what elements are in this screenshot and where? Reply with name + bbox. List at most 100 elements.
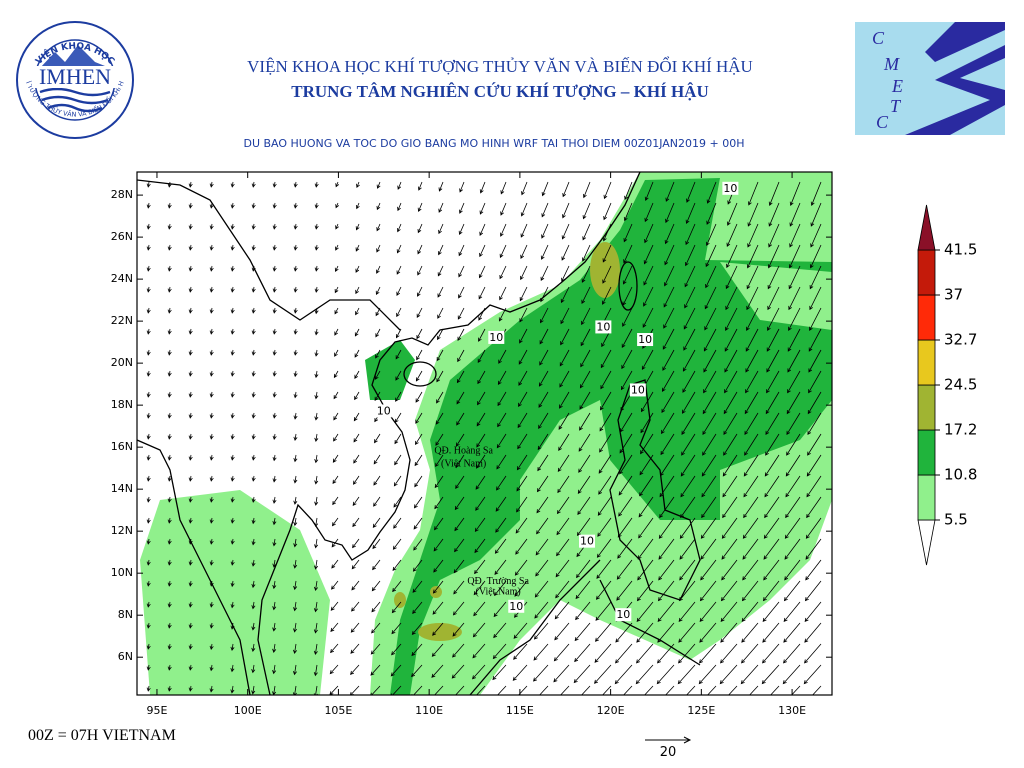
wind-arrow xyxy=(726,244,738,269)
wind-arrow xyxy=(251,307,256,314)
wind-arrow xyxy=(209,601,214,608)
place-label: QĐ. Trường Sa xyxy=(467,576,529,587)
wind-arrow xyxy=(413,496,423,509)
wind-arrow xyxy=(355,265,360,273)
wind-arrow xyxy=(353,454,360,464)
wind-arrow xyxy=(614,664,633,685)
wind-arrow xyxy=(812,685,822,695)
wind-arrow xyxy=(661,412,675,435)
wind-arrow xyxy=(272,496,277,504)
wind-arrow xyxy=(557,454,570,473)
wind-arrow xyxy=(768,202,780,227)
wind-arrow xyxy=(376,244,381,253)
logo-name: IMHEN xyxy=(39,64,111,89)
wind-arrow xyxy=(479,202,486,215)
wind-arrow xyxy=(314,559,319,570)
wind-arrow xyxy=(272,475,277,483)
wind-arrow xyxy=(230,391,235,398)
wind-arrow xyxy=(741,601,759,622)
wind-arrow xyxy=(350,664,360,675)
wind-arrow xyxy=(251,181,256,188)
wind-arrow xyxy=(395,370,402,381)
wind-arrow xyxy=(167,286,172,293)
wind-arrow xyxy=(725,307,738,331)
wind-arrow xyxy=(230,349,235,356)
wind-arrow xyxy=(637,538,654,560)
contour-label-bg xyxy=(615,608,632,622)
wind-arrow xyxy=(497,685,507,695)
lat-tick-label: 26N xyxy=(111,230,133,243)
coastline xyxy=(469,559,701,695)
wind-arrow xyxy=(452,601,465,616)
wind-arrow xyxy=(685,223,696,246)
wind-arrow xyxy=(313,622,318,634)
wind-arrow xyxy=(516,454,528,471)
wind-arrow xyxy=(644,202,654,223)
wind-arrow xyxy=(599,433,612,453)
wind-arrow xyxy=(334,328,339,336)
wind-arrow xyxy=(747,202,759,227)
wind-arrow xyxy=(644,181,654,201)
wind-arrow xyxy=(411,664,423,678)
wind-arrow xyxy=(272,517,277,526)
wind-arrow xyxy=(555,559,570,578)
wind-arrow xyxy=(146,496,151,503)
wind-arrow xyxy=(741,643,759,664)
wind-arrow xyxy=(766,328,780,352)
shade-light xyxy=(520,430,610,500)
wind-arrow xyxy=(455,475,465,489)
wind-arrow xyxy=(581,307,591,326)
wind-arrow xyxy=(314,433,319,442)
wind-arrow xyxy=(272,307,277,314)
shade-olive xyxy=(418,623,462,641)
wind-arrow xyxy=(272,244,277,251)
wind-arrow xyxy=(416,349,423,361)
wind-arrow xyxy=(354,391,360,401)
wind-arrow xyxy=(538,391,549,408)
wind-arrow xyxy=(472,643,486,659)
wind-arrow xyxy=(293,496,298,505)
contour-label-bg xyxy=(722,181,739,195)
wind-arrow xyxy=(665,685,675,695)
wind-arrow xyxy=(518,349,528,365)
contour-label-bg xyxy=(375,404,392,418)
logo-letter: M xyxy=(883,54,900,74)
wind-arrow xyxy=(741,622,759,643)
logo-s xyxy=(925,22,1005,62)
wind-arrow xyxy=(661,391,675,414)
wind-arrow xyxy=(167,349,172,356)
wind-arrow xyxy=(454,496,465,511)
wind-arrow xyxy=(805,559,822,581)
wind-arrow xyxy=(209,580,214,587)
wind-arrow xyxy=(622,307,633,327)
wind-arrow xyxy=(335,202,340,209)
wind-arrow xyxy=(354,370,360,379)
logo-mountain xyxy=(40,45,110,68)
wind-arrow xyxy=(561,223,570,240)
wind-arrow xyxy=(578,433,591,452)
wind-arrow xyxy=(230,328,235,335)
wind-arrow xyxy=(680,454,696,477)
wind-arrow xyxy=(394,412,402,424)
wind-arrow xyxy=(747,181,759,206)
wind-arrow xyxy=(292,664,297,676)
wind-arrow xyxy=(722,496,738,519)
wind-arrow xyxy=(662,328,675,350)
wind-arrow xyxy=(478,286,486,300)
contour-label-bg xyxy=(579,534,596,548)
wind-arrow xyxy=(581,286,591,305)
wind-arrow xyxy=(393,517,402,529)
wind-arrow xyxy=(560,328,570,346)
wind-arrow xyxy=(515,517,528,534)
wind-arrow xyxy=(437,244,444,256)
wind-arrow xyxy=(437,307,444,319)
wind-arrow xyxy=(314,328,319,336)
wind-arrow xyxy=(808,370,822,394)
wind-arrow xyxy=(623,202,633,222)
wind-arrow xyxy=(663,307,675,329)
wind-arrow xyxy=(335,244,339,251)
wind-arrow xyxy=(659,496,675,519)
wind-arrow xyxy=(683,328,696,351)
wind-arrow xyxy=(720,601,738,622)
wind-arrow xyxy=(575,601,591,621)
